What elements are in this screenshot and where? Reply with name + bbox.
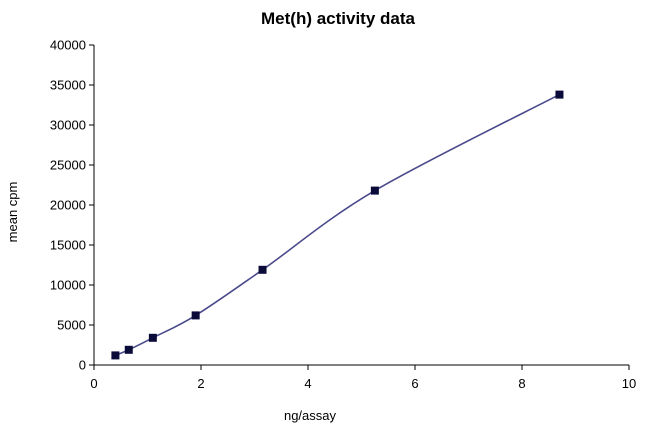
x-tick-label: 8 xyxy=(518,376,525,391)
y-tick-label: 30000 xyxy=(50,118,86,133)
x-axis-label: ng/assay xyxy=(284,408,337,423)
chart-title: Met(h) activity data xyxy=(261,9,416,28)
x-tick-label: 4 xyxy=(304,376,311,391)
data-point xyxy=(555,90,564,99)
y-tick-label: 15000 xyxy=(50,238,86,253)
y-axis-label: mean cpm xyxy=(5,182,20,243)
series-line xyxy=(115,93,560,357)
y-tick-label: 35000 xyxy=(50,78,86,93)
x-axis-ticks: 0 2 4 6 8 10 xyxy=(90,365,636,391)
y-tick-label: 40000 xyxy=(50,38,86,53)
y-tick-label: 0 xyxy=(79,358,86,373)
y-tick-label: 5000 xyxy=(57,318,86,333)
data-point xyxy=(111,351,120,360)
x-tick-label: 6 xyxy=(411,376,418,391)
x-tick-label: 10 xyxy=(622,376,636,391)
y-tick-label: 10000 xyxy=(50,278,86,293)
data-point xyxy=(191,311,200,320)
x-tick-label: 0 xyxy=(90,376,97,391)
data-point xyxy=(124,345,133,354)
data-point xyxy=(258,265,267,274)
data-point-markers xyxy=(111,90,564,360)
y-tick-label: 20000 xyxy=(50,198,86,213)
data-point xyxy=(370,186,379,195)
y-axis-ticks: 0 5000 10000 15000 20000 25000 30000 35000 40000 xyxy=(50,38,94,373)
x-tick-label: 2 xyxy=(197,376,204,391)
y-tick-label: 25000 xyxy=(50,158,86,173)
data-point xyxy=(148,333,157,342)
